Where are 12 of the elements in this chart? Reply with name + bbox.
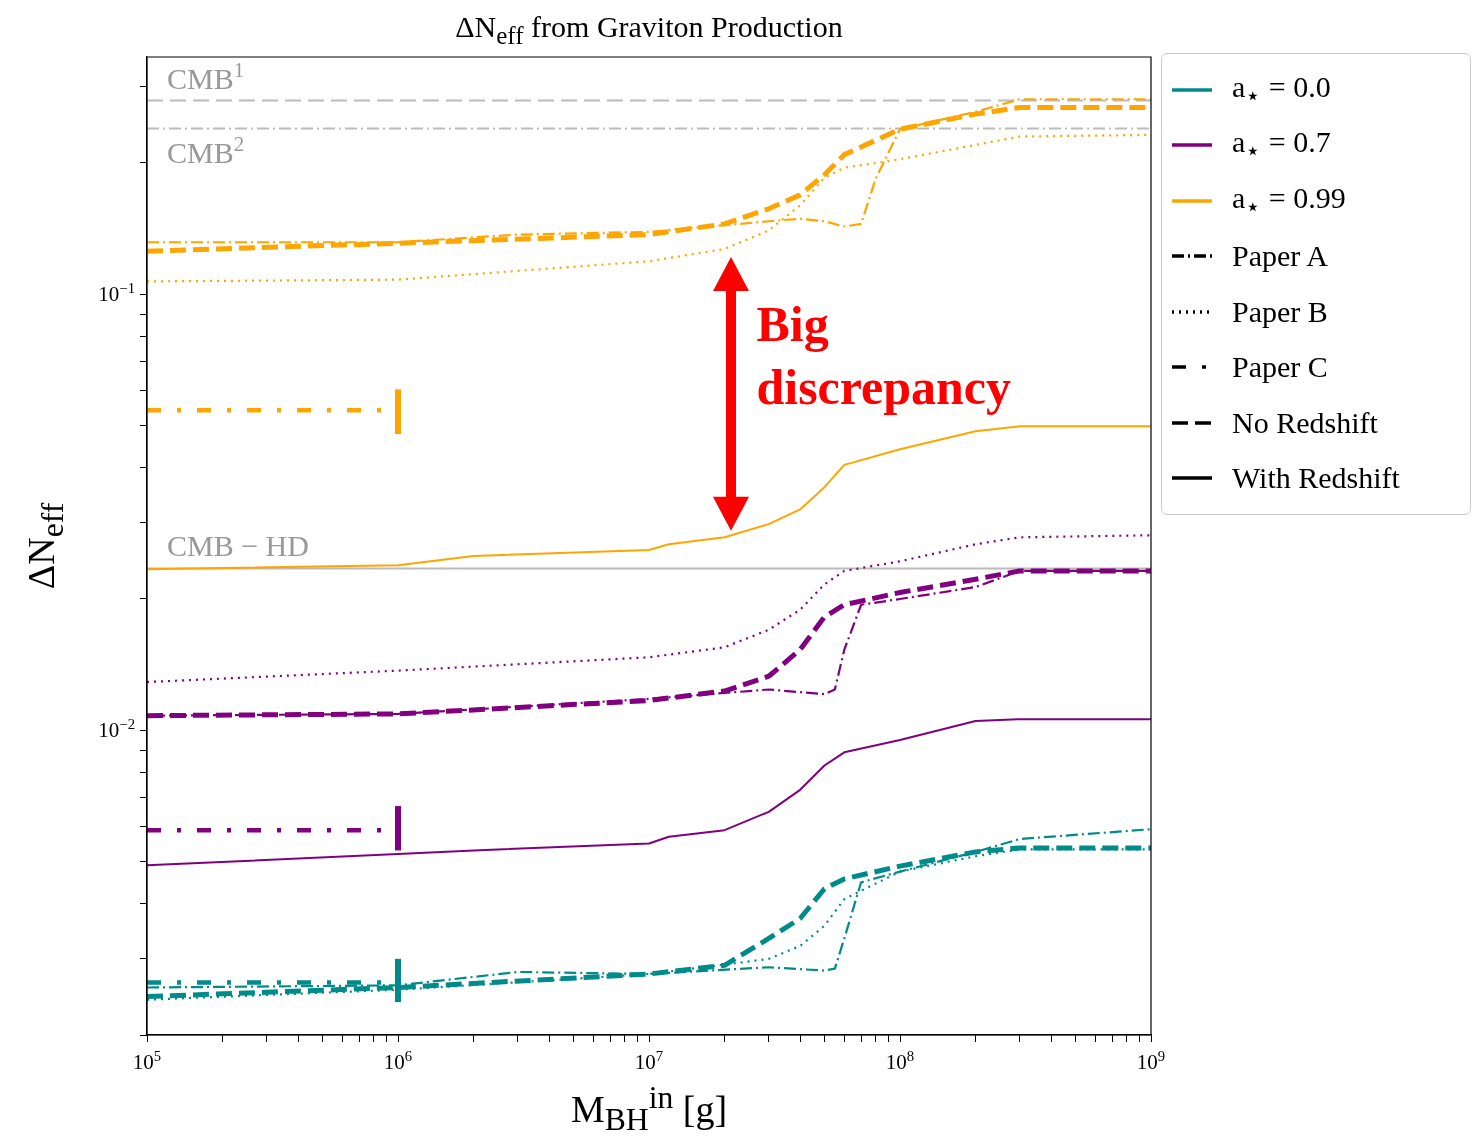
annotation: Big discrepancy <box>756 295 1012 415</box>
legend-label: Paper A <box>1232 239 1328 274</box>
legend-label: Paper B <box>1232 294 1328 329</box>
legend-label: a$_{⋆}$ = 0.99 <box>1232 180 1346 221</box>
legend-label: Paper C <box>1232 350 1328 385</box>
ref-line-label: CMB − HD <box>167 529 309 563</box>
legend-label: a$_{⋆}$ = 0.7 <box>1232 125 1331 166</box>
chart-title: ΔN$_{eff}$ from Graviton Production <box>455 10 843 50</box>
x-axis-title: M$_{BH}$$^{in}$ [g] <box>570 1080 728 1136</box>
legend-label: a$_{⋆}$ = 0.0 <box>1232 69 1331 110</box>
legend-label: With Redshift <box>1232 461 1400 496</box>
legend-label: No Redshift <box>1232 405 1378 440</box>
